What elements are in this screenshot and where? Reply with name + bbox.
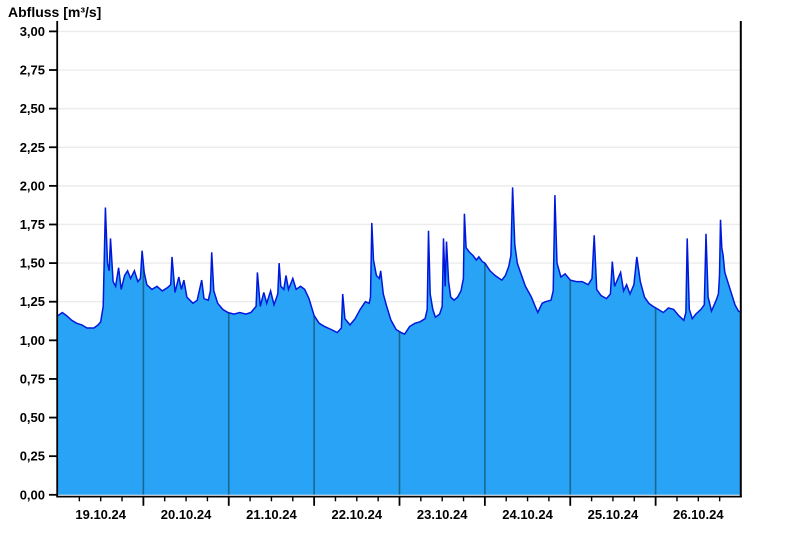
y-axis-label: 3,00 (20, 24, 45, 39)
y-axis-label: 2,50 (20, 101, 45, 116)
x-axis-label: 21.10.24 (246, 507, 297, 522)
x-axis-label: 19.10.24 (75, 507, 126, 522)
x-axis-label: 24.10.24 (502, 507, 553, 522)
y-axis-label: 1,75 (20, 217, 45, 232)
y-axis-label: 1,00 (20, 333, 45, 348)
y-axis-label: 2,00 (20, 178, 45, 193)
x-axis-label: 23.10.24 (417, 507, 468, 522)
x-axis-label: 26.10.24 (673, 507, 724, 522)
y-axis-label: 2,25 (20, 140, 45, 155)
x-axis-label: 25.10.24 (588, 507, 639, 522)
x-axis-label: 22.10.24 (332, 507, 383, 522)
y-axis-label: 0,75 (20, 371, 45, 386)
x-axis-label: 20.10.24 (161, 507, 212, 522)
y-axis-label: 1,50 (20, 256, 45, 271)
y-axis-label: 0,50 (20, 410, 45, 425)
y-axis-label: 0,00 (20, 487, 45, 502)
chart-title: Abfluss [m³/s] (8, 4, 102, 20)
y-axis-label: 0,25 (20, 449, 45, 464)
y-axis-label: 1,25 (20, 294, 45, 309)
y-axis-label: 2,75 (20, 63, 45, 78)
series-outline (57, 187, 742, 336)
